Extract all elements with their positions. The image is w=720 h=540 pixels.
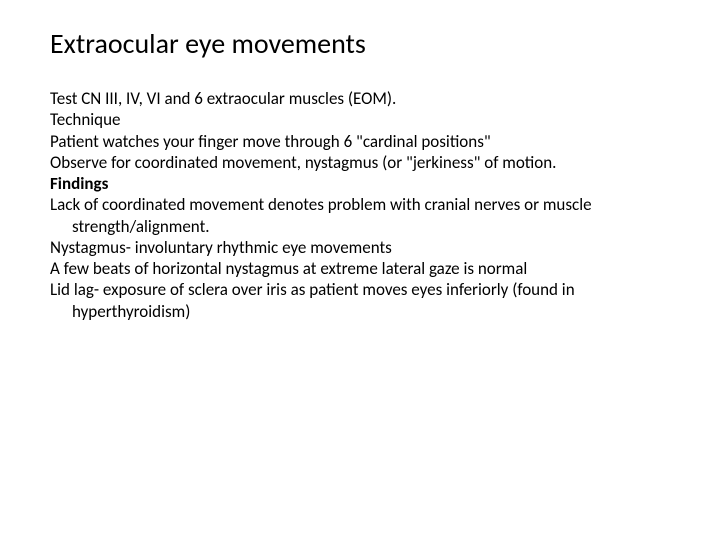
slide-body: Test CN III, IV, VI and 6 extraocular mu… bbox=[50, 88, 670, 322]
slide: Extraocular eye movements Test CN III, I… bbox=[0, 0, 720, 540]
body-line: Observe for coordinated movement, nystag… bbox=[50, 152, 670, 173]
body-line-technique: Technique bbox=[50, 109, 670, 130]
body-line: Lid lag- exposure of sclera over iris as… bbox=[50, 279, 670, 322]
body-line: Patient watches your finger move through… bbox=[50, 131, 670, 152]
body-line: Nystagmus- involuntary rhythmic eye move… bbox=[50, 237, 670, 258]
body-line-findings: Findings bbox=[50, 173, 670, 194]
body-line: Lack of coordinated movement denotes pro… bbox=[50, 194, 670, 237]
slide-title: Extraocular eye movements bbox=[50, 28, 670, 60]
body-line: Test CN III, IV, VI and 6 extraocular mu… bbox=[50, 88, 670, 109]
body-line: A few beats of horizontal nystagmus at e… bbox=[50, 258, 670, 279]
